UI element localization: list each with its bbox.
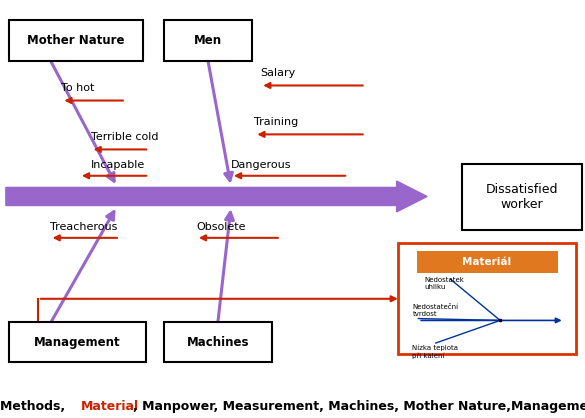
Text: Obsolete: Obsolete xyxy=(196,222,246,232)
FancyBboxPatch shape xyxy=(164,323,272,362)
FancyBboxPatch shape xyxy=(417,251,558,273)
Text: Terrible cold: Terrible cold xyxy=(91,132,158,142)
Text: Nízka teplota
při kalení: Nízka teplota při kalení xyxy=(412,345,459,359)
Text: To hot: To hot xyxy=(61,83,95,93)
Text: Nedostatek
uhliku: Nedostatek uhliku xyxy=(424,278,464,291)
Text: Machines: Machines xyxy=(187,336,249,349)
Text: Incapable: Incapable xyxy=(91,160,145,170)
FancyBboxPatch shape xyxy=(164,20,252,61)
Text: Materiál: Materiál xyxy=(463,257,511,267)
Text: Men: Men xyxy=(194,34,222,47)
Text: Training: Training xyxy=(254,117,299,127)
Text: Material: Material xyxy=(81,400,139,413)
Text: , Manpower, Measurement, Machines, Mother Nature,Management: , Manpower, Measurement, Machines, Mothe… xyxy=(133,400,585,413)
Text: Dissatisfied
worker: Dissatisfied worker xyxy=(486,184,558,212)
Text: Salary: Salary xyxy=(260,68,295,78)
Text: Methods,: Methods, xyxy=(0,400,70,413)
FancyBboxPatch shape xyxy=(462,165,582,230)
FancyArrow shape xyxy=(6,181,427,212)
Text: Mother Nature: Mother Nature xyxy=(27,34,125,47)
Text: Nedostateční
tvrdost: Nedostateční tvrdost xyxy=(412,303,459,317)
FancyBboxPatch shape xyxy=(9,323,146,362)
FancyBboxPatch shape xyxy=(398,243,576,354)
Text: Treacherous: Treacherous xyxy=(50,222,117,232)
Text: Dangerous: Dangerous xyxy=(231,160,291,170)
Text: Management: Management xyxy=(34,336,121,349)
FancyBboxPatch shape xyxy=(9,20,143,61)
